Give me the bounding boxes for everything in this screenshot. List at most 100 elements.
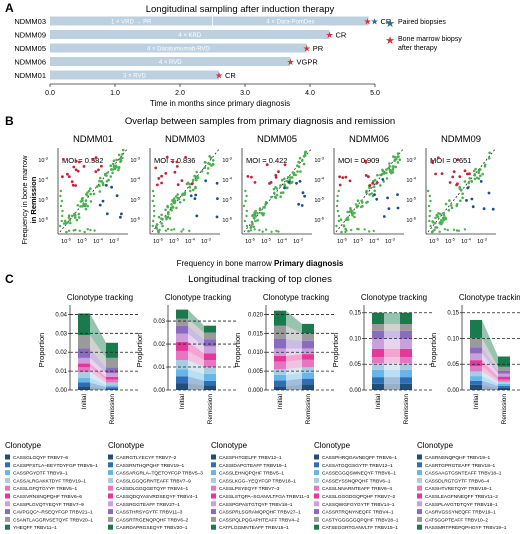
clonotype-legend-item: CASSLEHNQPQHF TRBV5–1 — [219, 471, 284, 477]
y-tick-label: 0.05 — [447, 362, 459, 368]
expanded-clone-point — [74, 168, 78, 172]
tracking-plot-2: Clonotype tracking Proportion 0.00 0.01 0.02… — [108, 293, 238, 531]
shared-clone-point — [185, 182, 189, 186]
contracted-clone-point — [193, 197, 197, 201]
shared-clone-point — [353, 211, 356, 215]
shared-clone-point — [119, 160, 122, 163]
proportion-ylabel: Proportion — [135, 333, 144, 368]
remission-bar-segment — [302, 384, 314, 390]
remission-bar-segment — [400, 348, 412, 358]
initial-bar-segment — [78, 313, 90, 336]
shared-clone-point — [151, 224, 154, 228]
contracted-clone-point — [375, 197, 379, 201]
remission-bar-segment — [204, 325, 216, 333]
expanded-clone-point — [94, 156, 98, 160]
initial-bar-segment — [274, 325, 286, 339]
shared-clone-point — [336, 199, 339, 203]
shared-clone-point — [170, 203, 173, 206]
remission-bar-segment — [106, 385, 118, 388]
bm-star-icon: ★ — [325, 30, 333, 40]
shared-clone-point — [370, 192, 374, 195]
shared-clone-point — [479, 168, 482, 171]
shared-clone-point — [107, 178, 110, 182]
therapy-label: 4 × RVD — [159, 60, 182, 66]
shared-clone-point — [264, 228, 268, 231]
clone-flow — [482, 353, 498, 377]
tracking-plot-3: Clonotype tracking Proportion 0.000 0.005 0.… — [211, 293, 336, 531]
shared-clone-point — [303, 152, 307, 156]
tracking-plot-5: Clonotype tracking Proportion 0.00 0.05 0.10… — [417, 293, 520, 531]
remission-bar-segment — [400, 324, 412, 331]
response-label: VGPR — [297, 58, 319, 67]
shared-clone-point — [61, 214, 64, 218]
initial-bar-segment — [176, 383, 188, 390]
clone-flow — [384, 363, 400, 370]
remission-bar-segment — [302, 348, 314, 355]
panel-c-title: Longitudinal tracking of top clones — [188, 274, 332, 285]
legend-swatch — [5, 470, 10, 476]
shared-clone-point — [112, 159, 116, 162]
shared-clone-point — [430, 230, 434, 234]
clonotype-legend-title: Clonotype — [5, 441, 42, 450]
y-tick-label: 10-5 — [314, 196, 324, 205]
shared-clone-point — [395, 158, 398, 161]
response-label: CR — [381, 17, 392, 26]
clonotype-legend-item: CASSRNTHQPQHF TRBV19–1 — [116, 463, 184, 469]
legend-swatch — [417, 470, 422, 476]
legend-swatch — [314, 524, 319, 530]
response-label: CR — [336, 31, 347, 40]
remission-bar-segment — [204, 367, 216, 374]
expanded-clone-point — [66, 172, 69, 176]
expanded-clone-point — [341, 176, 345, 180]
clone-flow — [384, 348, 400, 358]
sample-label-ndmm09: NDMM09 — [14, 31, 46, 40]
shared-clone-point — [433, 228, 436, 232]
expanded-clone-point — [67, 175, 71, 179]
remission-bar-segment — [302, 373, 314, 379]
clonotype-legend-item: CASRNSNQPQHF TRBV19–1 — [425, 455, 491, 461]
remission-bar-segment — [204, 346, 216, 354]
remission-bar-segment — [106, 342, 118, 358]
clonotype-legend-item: CASSDLGGQGETQYF TRBV4–1 — [116, 486, 188, 492]
shared-clone-point — [354, 203, 358, 206]
expanded-clone-point — [458, 175, 462, 179]
shared-clone-point — [191, 188, 195, 192]
clone-flow — [286, 378, 302, 387]
contracted-clone-point — [297, 202, 300, 206]
initial-bar-segment — [176, 350, 188, 361]
shared-clone-point — [441, 216, 445, 220]
therapy-label: 4 × Dara-PomDex — [266, 20, 314, 26]
shared-clone-point — [275, 229, 278, 233]
shared-clone-point — [188, 185, 192, 189]
shared-clone-point — [182, 228, 185, 231]
panel-b-letter: B — [5, 114, 14, 128]
shared-clone-point — [177, 197, 181, 201]
contracted-clone-point — [491, 207, 495, 211]
expanded-clone-point — [176, 183, 180, 187]
shared-clone-point — [86, 228, 89, 231]
shared-clone-point — [474, 167, 477, 171]
remission-bar-segment — [302, 354, 314, 360]
clonotype-legend-item: CASSTHRSYGYTF TRBV11–3 — [116, 510, 183, 516]
legend-swatch — [211, 477, 216, 483]
shared-clone-point — [111, 171, 114, 175]
expanded-clone-point — [82, 165, 86, 168]
contracted-clone-point — [386, 196, 389, 200]
shared-clone-point — [62, 222, 66, 225]
x-tick-label: 10-3 — [201, 237, 211, 246]
shared-clone-point — [260, 212, 264, 215]
expanded-clone-point — [160, 174, 164, 178]
clonotype-legend-item: CASSLGGGDGQPQHF TRBV7–2 — [322, 494, 396, 500]
shared-clone-point — [356, 199, 360, 202]
shared-clone-point — [290, 180, 294, 184]
shared-clone-point — [121, 152, 124, 156]
legend-swatch — [417, 462, 422, 468]
shared-clone-point — [254, 219, 257, 223]
moi-label: MOI = 0.909 — [338, 156, 379, 165]
tracking-plot-title: Clonotype tracking — [459, 293, 520, 302]
clonotype-legend-item: CASSRGGTEAFF TRBV27–1 — [116, 502, 180, 508]
expanded-clone-point — [70, 180, 74, 184]
shared-clone-point — [389, 170, 392, 173]
initial-bar-segment — [470, 366, 482, 372]
